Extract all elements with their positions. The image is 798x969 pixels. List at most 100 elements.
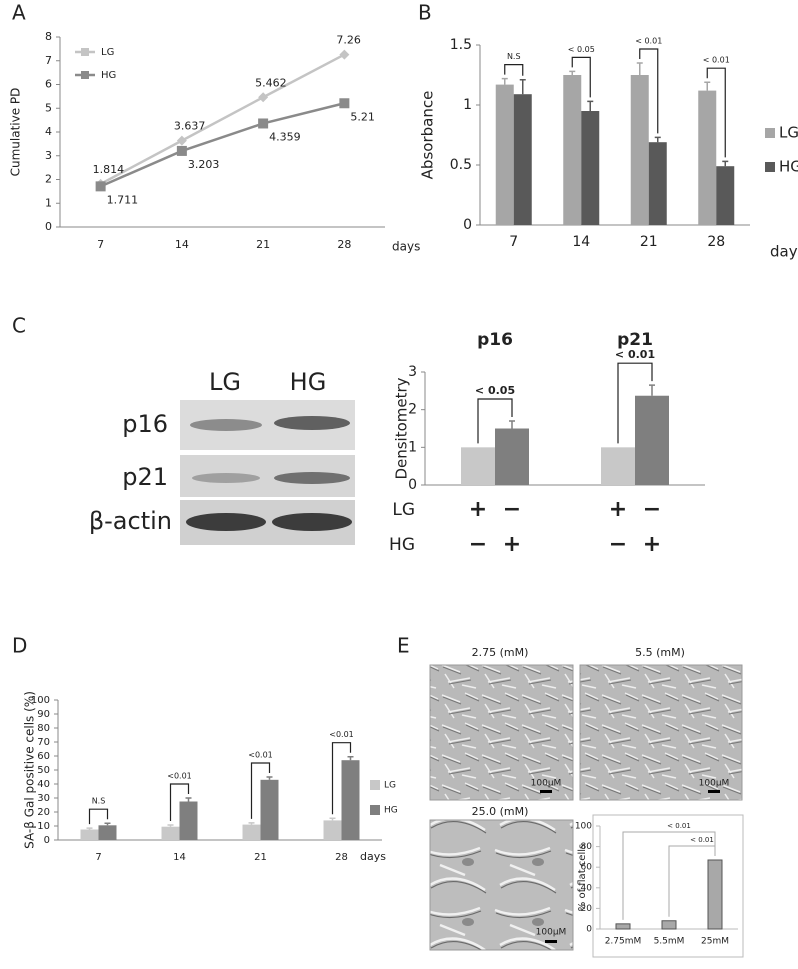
y-tick-label: 90 [37,709,50,720]
y-tick-label: 0.5 [450,157,472,173]
y-tick-label: 40 [37,779,50,790]
bar [698,90,717,225]
annotation: < 0.01 [690,836,714,844]
group-title: p16 [477,330,513,350]
data-label: 1.814 [93,163,125,176]
x-axis-title: days [360,850,386,863]
legend-label: HG [101,70,116,81]
y-tick-label: 3 [408,364,417,380]
bar [601,447,635,485]
y-tick-label: 0 [408,477,417,493]
marker [95,181,106,192]
bar [648,142,667,225]
annotation: < 0.05 [475,384,515,397]
x-tick-label: 7 [97,238,104,251]
micrograph-caption: 5.5 (mM) [635,646,685,659]
bar [630,75,649,225]
scale-bar [545,940,557,943]
error-bar [185,797,192,802]
bar [341,760,360,840]
annotation: < 0.01 [703,56,730,65]
bar [461,447,495,485]
bracket [571,56,591,98]
y-tick-label: 60 [37,751,50,762]
bracket [88,808,109,825]
error-bar [266,776,273,780]
data-label: 7.26 [336,34,361,47]
panel-label: E [397,634,410,658]
error-bar [519,79,526,95]
bracket [706,67,726,158]
legend-swatch [370,780,380,790]
bar [563,75,582,225]
bracket [617,362,653,444]
line [100,102,345,188]
marker [258,92,269,103]
error-bar [167,824,174,827]
treatment-label: LG [392,500,415,520]
x-axis-title: days [770,243,798,261]
bracket [169,783,190,822]
y-tick-label: 80 [37,723,50,734]
bracket [250,762,271,819]
y-tick-label: 1.5 [450,37,472,53]
y-tick-label: 7 [45,54,52,67]
legend-label: LG [384,781,396,791]
legend-label: LG [779,124,798,142]
annotation: < 0.01 [667,822,691,830]
y-tick-label: 5 [45,101,52,114]
annotation: < 0.05 [568,45,595,54]
row-label: p16 [122,410,168,438]
error-bar [347,755,354,761]
y-tick-label: 2 [408,402,417,418]
treatment-sign: − [643,497,661,522]
annotation: N.S [92,797,106,806]
y-axis-title: SA-β Gal positive cells (%) [23,691,37,849]
bar [242,824,261,840]
bar [661,920,677,930]
row-label: p21 [122,463,168,491]
marker [339,49,350,60]
y-tick-label: 10 [37,821,50,832]
data-label: 3.637 [174,120,206,133]
y-tick-label: 20 [581,904,593,914]
panel-label: D [12,634,27,658]
x-axis-title: days [392,240,420,254]
x-tick-label: 5.5mM [654,937,685,947]
y-tick-label: 0 [586,925,592,935]
annotation: < 0.01 [615,348,655,361]
y-tick-label: 1 [463,97,472,113]
micrograph-caption: 25.0 (mM) [472,805,529,818]
bracket [477,398,513,444]
y-tick-label: 0 [463,217,472,233]
scale-label: 100μM [531,779,562,789]
treatment-sign: − [503,497,521,522]
legend-label: LG [101,47,114,58]
x-tick-label: 28 [707,234,725,250]
error-bar [649,384,655,396]
bar [495,84,514,225]
scale-label: 100μM [699,779,730,789]
x-tick-label: 14 [175,238,189,251]
scale-bar [540,790,552,793]
legend-label: HG [779,158,798,176]
row-label: β-actin [89,507,172,535]
bar [98,825,117,840]
bar [161,826,180,840]
group-title: p21 [617,330,653,350]
bracket [639,48,659,134]
error-bar [722,160,729,167]
scale-label: 100μM [536,928,567,938]
error-bar [248,822,255,825]
x-tick-label: 25mM [701,937,729,947]
bracket [622,831,716,920]
x-tick-label: 28 [335,852,348,863]
legend-label: HG [384,806,398,816]
panel-label: B [418,1,432,25]
bar [179,801,198,840]
y-tick-label: 0 [45,220,52,233]
y-tick-label: 100 [31,695,50,706]
marker [176,135,187,146]
data-label: 5.21 [350,110,375,123]
marker [339,98,350,109]
